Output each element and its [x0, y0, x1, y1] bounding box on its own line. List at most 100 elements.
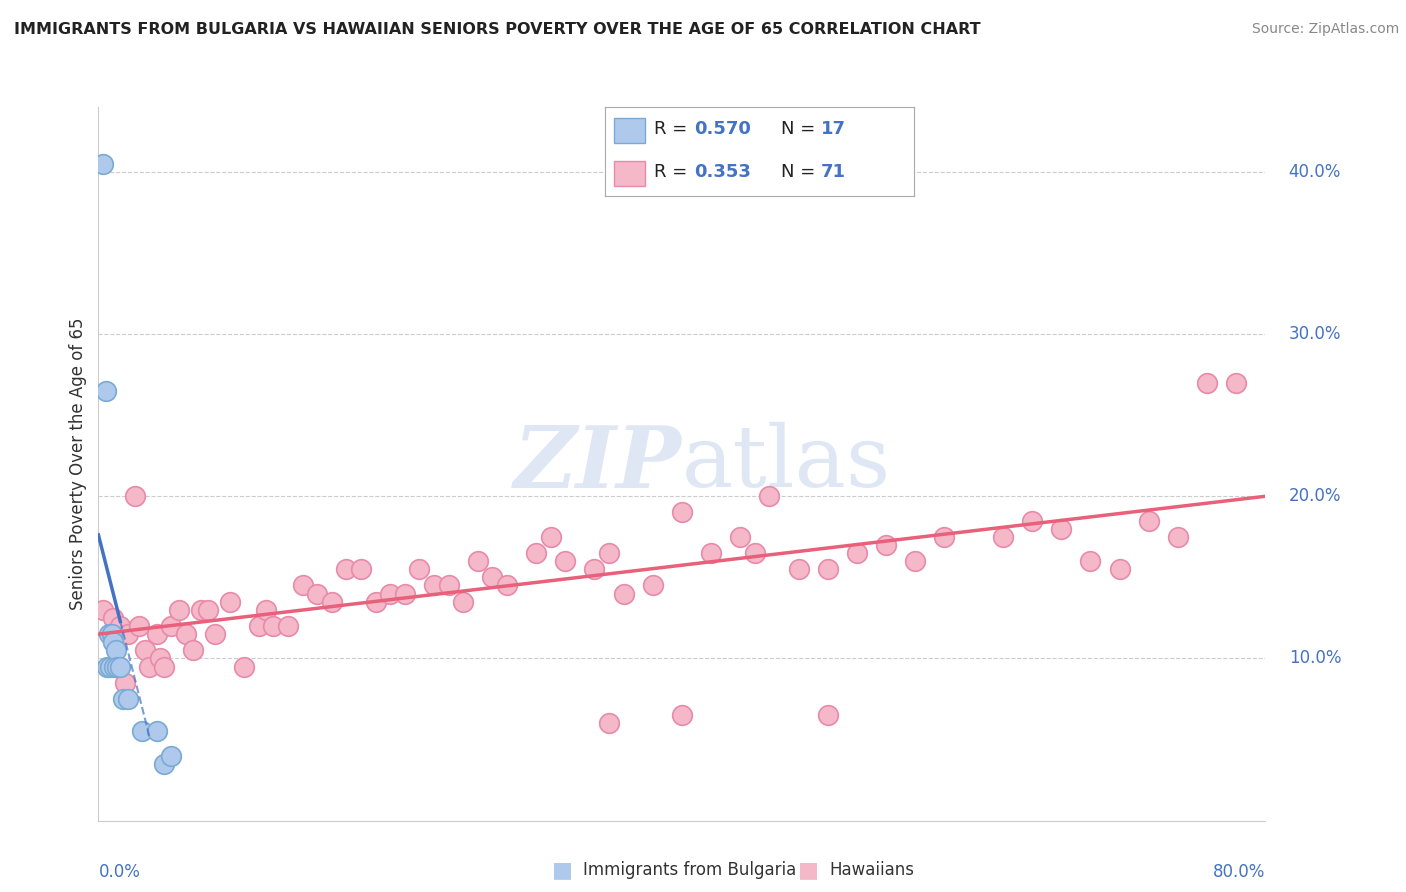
Point — [991, 530, 1014, 544]
Point — [700, 546, 723, 560]
Point — [160, 748, 183, 763]
Point — [262, 619, 284, 633]
Point — [540, 530, 562, 544]
Text: 17: 17 — [821, 120, 846, 138]
Point — [378, 586, 402, 600]
Point — [94, 384, 117, 398]
Text: R =: R = — [654, 163, 693, 181]
Point — [218, 595, 240, 609]
Point — [524, 546, 547, 560]
Point — [787, 562, 810, 576]
Text: Source: ZipAtlas.com: Source: ZipAtlas.com — [1251, 22, 1399, 37]
Point — [467, 554, 489, 568]
Point — [744, 546, 766, 560]
Text: atlas: atlas — [682, 422, 891, 506]
Point — [671, 506, 693, 520]
Point — [91, 603, 114, 617]
Point — [437, 578, 460, 592]
Point — [1167, 530, 1189, 544]
Text: N =: N = — [780, 163, 821, 181]
Point — [554, 554, 576, 568]
Point — [100, 627, 122, 641]
Point — [1080, 554, 1102, 568]
Point — [1108, 562, 1130, 576]
Text: ZIP: ZIP — [515, 422, 682, 506]
Point — [233, 659, 256, 673]
Text: 0.570: 0.570 — [695, 120, 751, 138]
Text: Hawaiians: Hawaiians — [830, 861, 914, 879]
Point — [934, 530, 956, 544]
Point — [160, 619, 183, 633]
Point — [875, 538, 897, 552]
Point — [204, 627, 226, 641]
Point — [153, 659, 176, 673]
Point — [758, 489, 780, 503]
Point — [817, 562, 839, 576]
Point — [101, 611, 124, 625]
Point — [1195, 376, 1218, 390]
Text: 20.0%: 20.0% — [1289, 487, 1341, 505]
Point — [134, 643, 156, 657]
Text: ■: ■ — [553, 860, 572, 880]
Point — [167, 603, 190, 617]
Point — [197, 603, 219, 617]
Text: Immigrants from Bulgaria: Immigrants from Bulgaria — [583, 861, 797, 879]
Bar — [614, 118, 645, 143]
Point — [1225, 376, 1247, 390]
Point — [671, 708, 693, 723]
Point — [904, 554, 927, 568]
Point — [350, 562, 373, 576]
Bar — [614, 161, 645, 186]
Point — [124, 489, 146, 503]
Text: 71: 71 — [821, 163, 846, 181]
Point — [190, 603, 212, 617]
Point — [1021, 514, 1043, 528]
Y-axis label: Seniors Poverty Over the Age of 65: Seniors Poverty Over the Age of 65 — [69, 318, 87, 610]
Text: 0.0%: 0.0% — [98, 863, 141, 881]
Point — [138, 659, 160, 673]
Point — [153, 756, 176, 771]
Text: 80.0%: 80.0% — [1213, 863, 1265, 881]
Point — [112, 692, 135, 706]
Point — [321, 595, 343, 609]
Point — [495, 578, 517, 592]
Point — [583, 562, 606, 576]
Point — [728, 530, 751, 544]
Text: 40.0%: 40.0% — [1289, 163, 1341, 181]
Point — [104, 627, 127, 641]
Point — [146, 627, 169, 641]
Point — [128, 619, 150, 633]
Text: 10.0%: 10.0% — [1289, 649, 1341, 667]
Point — [105, 659, 128, 673]
Text: IMMIGRANTS FROM BULGARIA VS HAWAIIAN SENIORS POVERTY OVER THE AGE OF 65 CORRELAT: IMMIGRANTS FROM BULGARIA VS HAWAIIAN SEN… — [14, 22, 981, 37]
Point — [254, 603, 277, 617]
Point — [247, 619, 270, 633]
Text: 0.353: 0.353 — [695, 163, 751, 181]
Text: 30.0%: 30.0% — [1289, 325, 1341, 343]
Point — [146, 724, 169, 739]
Point — [364, 595, 387, 609]
Point — [174, 627, 197, 641]
Point — [91, 157, 114, 171]
Point — [641, 578, 664, 592]
Point — [131, 724, 153, 739]
Text: N =: N = — [780, 120, 821, 138]
Point — [110, 659, 132, 673]
Point — [845, 546, 868, 560]
Point — [408, 562, 430, 576]
Point — [1050, 522, 1073, 536]
Point — [114, 675, 136, 690]
Point — [451, 595, 474, 609]
Point — [117, 692, 139, 706]
Point — [101, 635, 124, 649]
Point — [1137, 514, 1160, 528]
Point — [103, 659, 125, 673]
Point — [97, 627, 120, 641]
Point — [277, 619, 299, 633]
Point — [394, 586, 416, 600]
Point — [110, 619, 132, 633]
Point — [104, 643, 127, 657]
Point — [181, 643, 204, 657]
Point — [612, 586, 634, 600]
Point — [598, 716, 620, 731]
